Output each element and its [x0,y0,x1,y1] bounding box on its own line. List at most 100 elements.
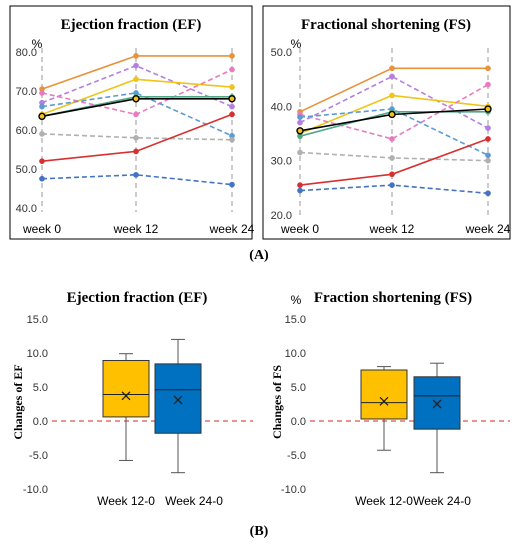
ef-x-tick-label: week 12 [113,222,159,236]
ef-box-y-tick-label: 0.0 [33,416,48,428]
fs-box-chart: % Fraction shortening (FS) Changes of FS… [270,290,510,508]
ef-data-point [133,62,139,69]
fs-panel-frame [262,5,511,240]
ef-data-point [133,148,139,155]
fs-series-line [299,83,489,140]
fs-data-point [389,136,395,142]
fs-y-tick-label: 20.0 [271,210,292,222]
ef-data-point [39,103,45,110]
fs-data-point [485,125,491,131]
ef-y-tick-label: 50.0 [16,164,37,176]
ef-data-point [229,136,235,143]
ef-chart-title: Ejection fraction (EF) [61,17,202,33]
ef-line-chart: Ejection fraction (EF) % 40.0 50.0 60.0 70.… [9,5,255,240]
fs-line-chart: Fractional shortening (FS) % 20.0 30.0 40.… [262,5,511,240]
ef-data-point [39,175,45,182]
ef-data-point [229,111,235,118]
ef-unit-label: % [32,37,43,51]
ef-x-tick-label: week 24 [209,222,255,236]
ef-data-point [229,103,235,110]
fs-data-point [485,157,491,164]
fs-data-point [388,110,396,119]
fs-data-point [389,73,395,80]
fs-data-point [297,114,303,121]
fs-data-point [389,92,395,99]
fs-box-mean-marker [432,399,442,409]
fs-unit-label: % [291,37,302,51]
fs-y-tick-label: 40.0 [271,101,292,113]
fs-data-point [297,119,303,126]
ef-box-x-tick-label: Week 12-0 [97,494,155,508]
ef-box-y-tick-label: 5.0 [33,382,48,394]
ef-x-tick-label: week 0 [22,222,61,236]
ef-box-y-tick-label: 15.0 [27,314,48,326]
ef-data-point [133,111,139,118]
ef-series-line [41,64,233,108]
fs-box-mean-marker [379,396,389,406]
fs-data-point [485,152,491,159]
fs-series-line [299,138,489,186]
ef-box-mean-marker [173,395,183,405]
fs-data-point [389,182,395,188]
fs-data-point [389,155,395,161]
fs-box-y-tick-label: 0.0 [291,416,306,428]
ef-box-y-tick-label: -5.0 [29,450,48,462]
ef-box-box [102,359,150,418]
ef-data-point [133,134,139,141]
ef-box-title: Ejection fraction (EF) [67,290,208,306]
fs-box-ylabel: Changes of FS [270,365,284,439]
fs-box-y-tick-label: -5.0 [287,450,306,462]
fs-box-box [360,369,408,420]
panel-a-label: (A) [249,248,269,263]
ef-y-tick-label: 60.0 [16,125,37,137]
fs-box-title: Fraction shortening (FS) [314,290,472,306]
ef-data-point [229,181,235,188]
ef-y-tick-label: 40.0 [16,203,37,215]
ef-data-point [39,131,45,137]
fs-data-point [484,105,492,113]
fs-x-tick-label: week 0 [280,222,319,236]
ef-box-x-tick-label: Week 24-0 [165,494,223,508]
fs-box-y-tick-label: 5.0 [291,382,306,394]
ef-y-tick-label: 80.0 [16,47,37,59]
ef-data-point [39,158,45,165]
ef-panel-frame [9,5,253,240]
fs-y-tick-label: 30.0 [271,156,292,168]
ef-box-y-tick-label: -10.0 [23,484,48,496]
ef-data-point [132,95,140,103]
ef-data-point [229,66,235,73]
fs-data-point [297,187,303,194]
fs-y-tick-label: 50.0 [271,47,292,59]
ef-data-point [229,53,235,59]
fs-data-point [485,136,491,142]
fs-x-tick-label: week 24 [465,222,511,236]
ef-data-point [133,76,139,83]
fs-box-y-tick-label: -10.0 [281,484,306,496]
fs-box-y-tick-label: 10.0 [285,348,306,360]
ef-data-point [228,95,236,103]
ef-data-point [133,172,139,178]
panel-b-label: (B) [250,524,269,539]
ef-data-point [229,84,235,90]
fs-series-line [299,75,489,129]
fs-data-point [297,182,303,188]
fs-box-box [413,376,461,430]
fs-data-point [485,190,491,197]
fs-box-x-tick-label: Week 24-0 [413,494,471,508]
ef-box-y-tick-label: 10.0 [27,348,48,360]
ef-box-ylabel: Changes of EF [11,364,25,439]
fs-data-point [297,149,303,156]
ef-box-box [154,363,202,434]
ef-box-mean-marker [121,391,131,401]
fs-data-point [485,65,491,72]
ef-y-tick-label: 70.0 [16,86,37,98]
ef-data-point [38,112,46,121]
fs-data-point [389,65,395,72]
ef-data-point [39,90,45,96]
fs-data-point [296,127,304,135]
fs-chart-title: Fractional shortening (FS) [301,17,471,33]
ef-data-point [133,53,139,59]
fs-box-x-tick-label: Week 12-0 [355,494,413,508]
fs-data-point [389,171,395,178]
fs-box-y-tick-label: 15.0 [285,314,306,326]
